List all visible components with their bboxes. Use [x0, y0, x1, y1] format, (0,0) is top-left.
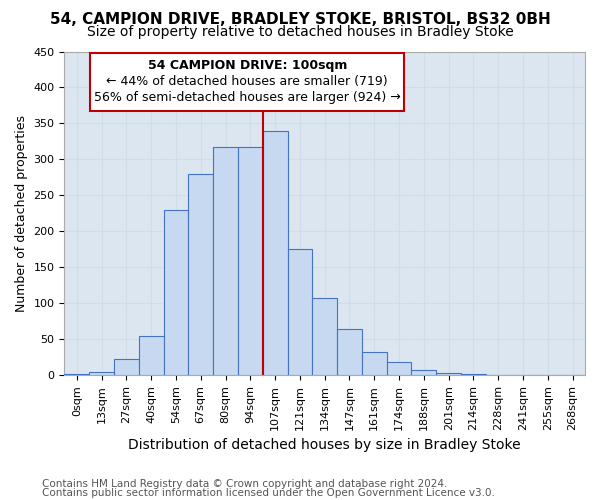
Bar [412, 370, 436, 376]
Bar [114, 360, 139, 376]
X-axis label: Distribution of detached houses by size in Bradley Stoke: Distribution of detached houses by size … [128, 438, 521, 452]
Bar [287, 250, 313, 376]
Bar [461, 374, 486, 376]
Text: 54 CAMPION DRIVE: 100sqm: 54 CAMPION DRIVE: 100sqm [148, 59, 347, 72]
Bar [386, 362, 412, 376]
Text: 54, CAMPION DRIVE, BRADLEY STOKE, BRISTOL, BS32 0BH: 54, CAMPION DRIVE, BRADLEY STOKE, BRISTO… [50, 12, 550, 28]
Bar [64, 374, 89, 376]
Bar [89, 372, 114, 376]
Text: ← 44% of detached houses are smaller (719): ← 44% of detached houses are smaller (71… [106, 75, 388, 88]
Text: 56% of semi-detached houses are larger (924) →: 56% of semi-detached houses are larger (… [94, 92, 401, 104]
Bar [337, 328, 362, 376]
Bar [139, 336, 164, 376]
Bar [238, 147, 263, 376]
Bar [313, 298, 337, 376]
Text: Size of property relative to detached houses in Bradley Stoke: Size of property relative to detached ho… [86, 25, 514, 39]
Text: Contains HM Land Registry data © Crown copyright and database right 2024.: Contains HM Land Registry data © Crown c… [42, 479, 448, 489]
Bar [213, 147, 238, 376]
Bar [362, 352, 386, 376]
Bar [188, 174, 213, 376]
FancyBboxPatch shape [91, 53, 404, 110]
Bar [164, 210, 188, 376]
Bar [263, 130, 287, 376]
Bar [436, 373, 461, 376]
Text: Contains public sector information licensed under the Open Government Licence v3: Contains public sector information licen… [42, 488, 495, 498]
Y-axis label: Number of detached properties: Number of detached properties [15, 115, 28, 312]
